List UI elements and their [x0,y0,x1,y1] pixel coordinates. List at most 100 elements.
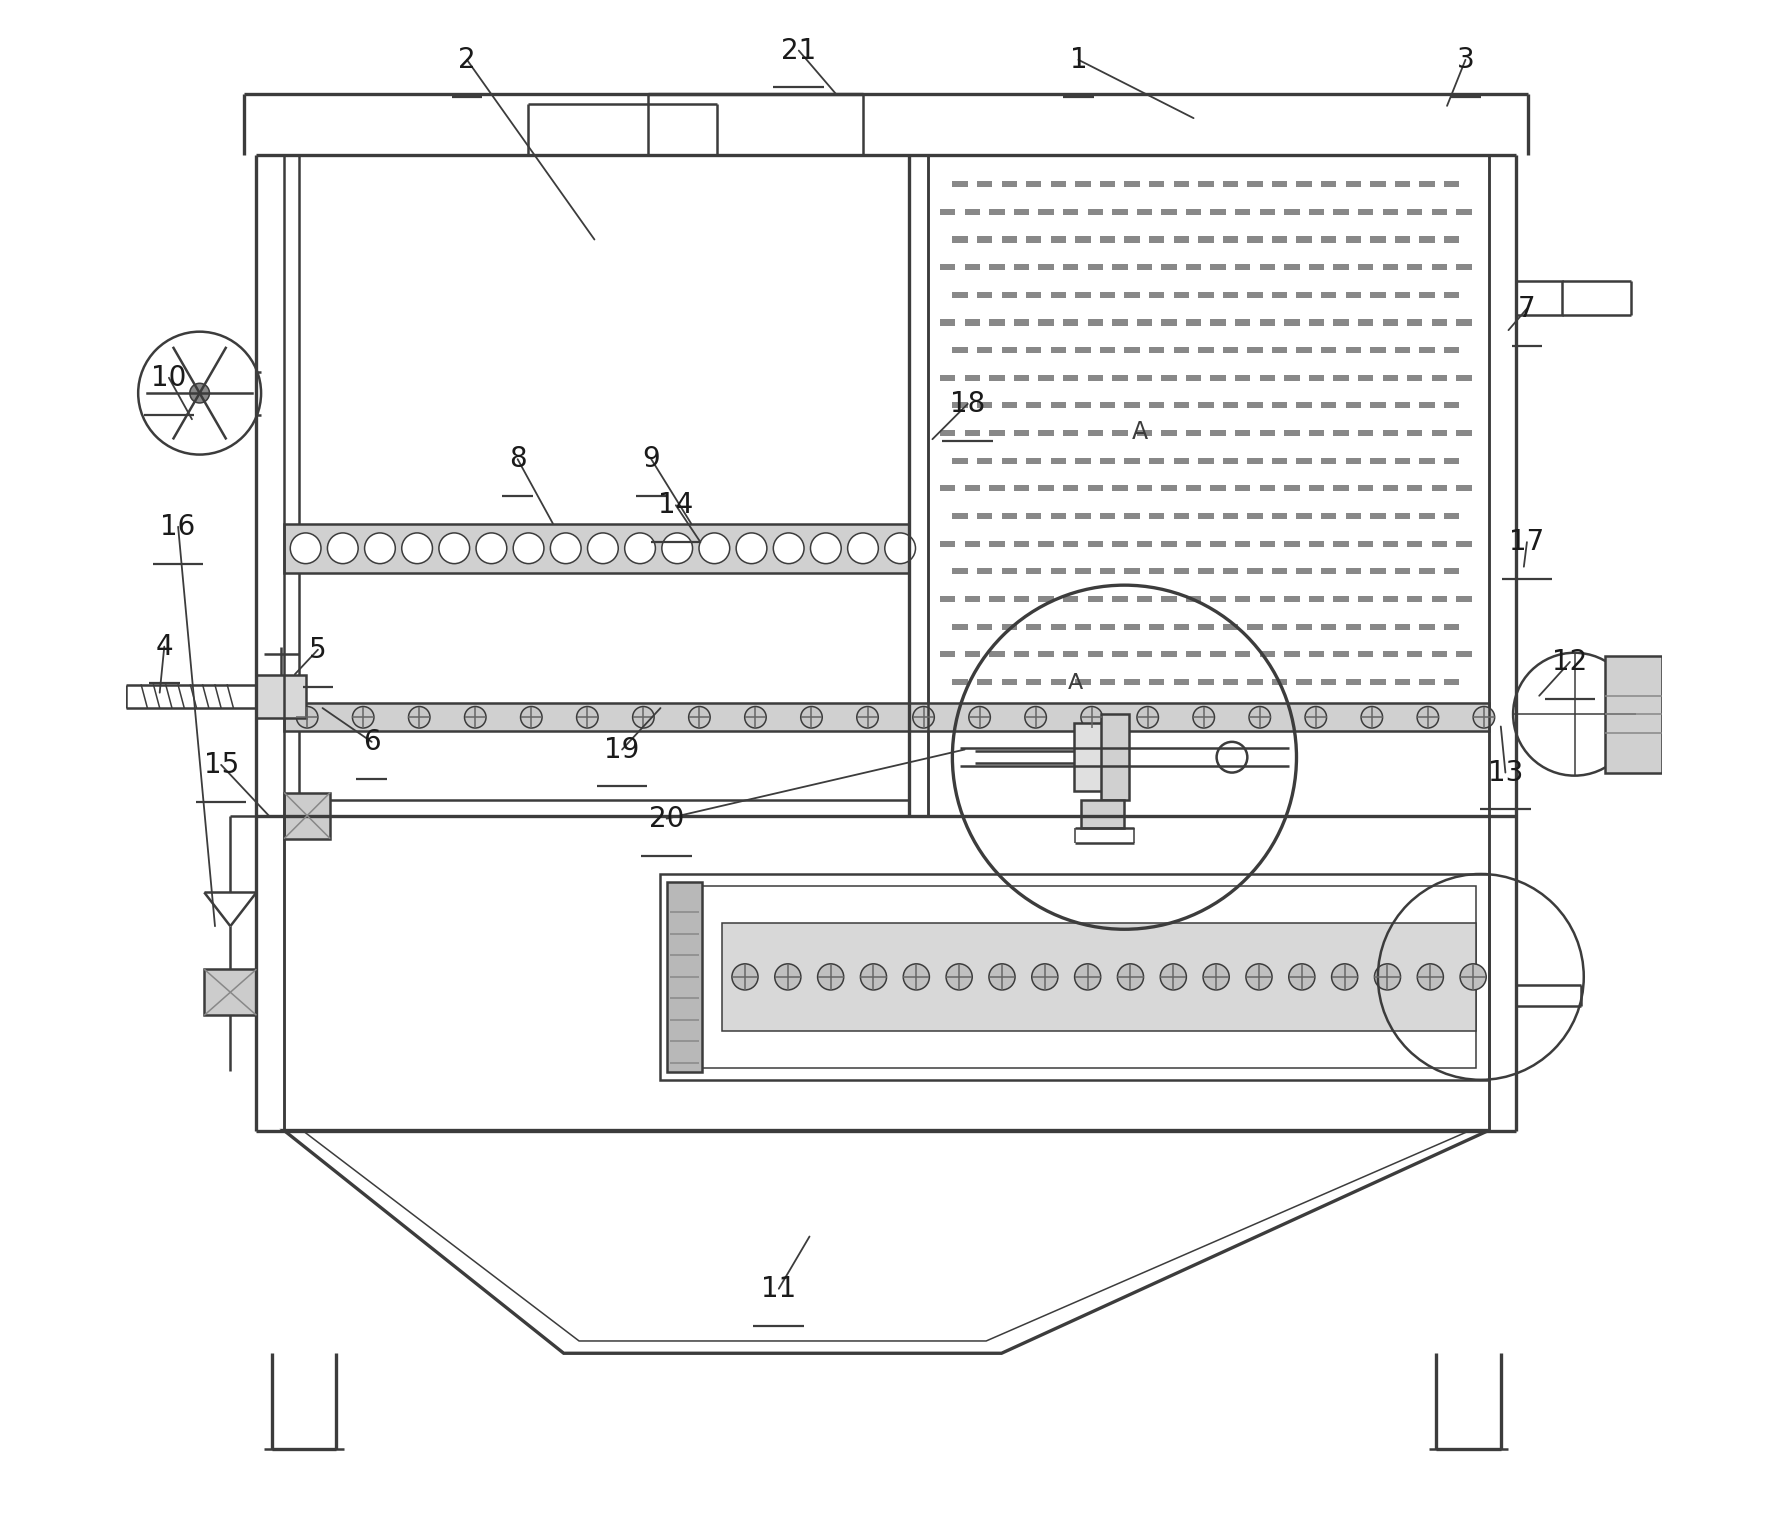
Bar [1321,457,1336,463]
Bar [940,320,955,326]
Bar [953,679,967,685]
Bar [1173,512,1189,519]
Bar [256,676,306,719]
Circle shape [903,963,930,990]
Bar [976,292,992,299]
Bar [953,457,967,463]
Bar [989,320,1005,326]
Bar [1150,623,1164,629]
Bar [1284,540,1300,546]
Circle shape [1032,963,1058,990]
Bar [1382,320,1398,326]
Circle shape [914,706,935,728]
Bar [928,155,1489,816]
Circle shape [810,532,840,563]
Bar [1236,320,1250,326]
Text: 21: 21 [781,37,817,65]
Bar [1185,540,1202,546]
Bar [989,540,1005,546]
Bar [1455,540,1472,546]
Bar [1445,568,1459,574]
Bar [1445,182,1459,188]
Circle shape [624,532,656,563]
Bar [1160,596,1177,602]
Bar [1284,485,1300,491]
Bar [1271,292,1287,299]
Bar [284,793,331,839]
Bar [966,265,980,271]
Bar [1210,320,1227,326]
Bar [1382,651,1398,657]
Bar [1026,679,1041,685]
Bar [1445,457,1459,463]
Bar [1296,237,1312,243]
Bar [1309,651,1325,657]
Bar [1223,182,1237,188]
Bar [1137,209,1151,215]
Bar [966,320,980,326]
Bar [1420,237,1434,243]
Bar [1395,292,1411,299]
Bar [1248,292,1262,299]
Bar [1039,429,1053,436]
Bar [1382,485,1398,491]
Bar [966,706,980,713]
Bar [989,374,1005,380]
Bar [1014,209,1030,215]
Bar [1001,623,1017,629]
Bar [989,209,1005,215]
Bar [1075,237,1091,243]
Bar [1210,651,1227,657]
Bar [966,540,980,546]
Circle shape [688,706,710,728]
Bar [1112,374,1128,380]
Bar [1346,346,1361,352]
Circle shape [402,532,433,563]
Bar [1271,346,1287,352]
Bar [940,429,955,436]
Bar [1445,237,1459,243]
Text: 18: 18 [949,389,985,419]
Bar [966,374,980,380]
Circle shape [860,963,887,990]
Bar [1271,568,1287,574]
Bar [1334,706,1348,713]
Bar [1082,800,1125,828]
Bar [1137,540,1151,546]
Bar [1100,237,1116,243]
Bar [1026,568,1041,574]
Bar [1001,457,1017,463]
Bar [1001,568,1017,574]
Bar [672,886,1477,1068]
Bar [1039,320,1053,326]
Bar [1001,237,1017,243]
Bar [1309,374,1325,380]
Bar [976,457,992,463]
Bar [1432,374,1446,380]
Bar [1223,512,1237,519]
Bar [940,265,955,271]
Bar [1309,540,1325,546]
Bar [1051,679,1066,685]
Bar [1051,457,1066,463]
Bar [1357,706,1373,713]
Bar [1173,237,1189,243]
Bar [1395,623,1411,629]
Bar [1026,292,1041,299]
Bar [989,265,1005,271]
Bar [1173,402,1189,408]
Circle shape [576,706,599,728]
Circle shape [744,706,767,728]
Bar [1210,265,1227,271]
Bar [1051,292,1066,299]
Bar [1370,237,1386,243]
Bar [1087,596,1103,602]
Bar [1001,182,1017,188]
Text: 16: 16 [161,512,195,540]
Bar [1160,374,1177,380]
Circle shape [1075,963,1101,990]
Circle shape [1246,963,1271,990]
Text: 5: 5 [309,636,327,663]
Bar [1357,209,1373,215]
Bar [940,485,955,491]
